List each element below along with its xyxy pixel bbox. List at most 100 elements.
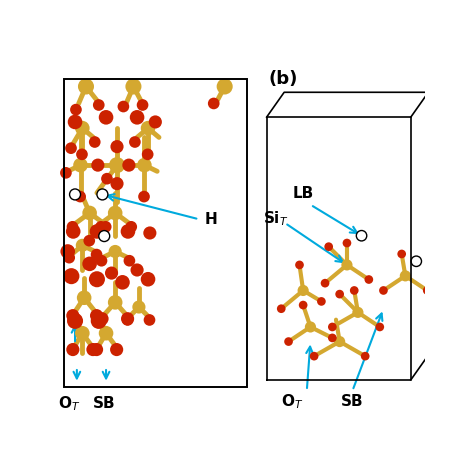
Circle shape [341,259,353,271]
Circle shape [74,191,86,202]
Bar [64,79,246,387]
Text: Si$_T$: Si$_T$ [263,209,289,228]
Circle shape [365,275,373,284]
Circle shape [334,336,345,347]
Circle shape [298,285,309,296]
Text: (b): (b) [268,70,298,88]
Circle shape [70,189,81,200]
Circle shape [101,173,113,184]
Circle shape [66,224,81,239]
Circle shape [328,323,337,331]
Circle shape [121,224,135,239]
Circle shape [126,79,141,94]
Circle shape [328,334,337,342]
Circle shape [67,313,83,329]
Circle shape [379,286,388,295]
Circle shape [305,321,316,333]
Circle shape [96,255,107,266]
Circle shape [89,271,105,287]
Circle shape [61,244,75,259]
Circle shape [90,343,103,356]
Circle shape [68,115,82,129]
Circle shape [138,191,150,202]
Circle shape [124,255,135,266]
Circle shape [122,159,136,172]
Circle shape [95,221,107,233]
Circle shape [142,148,154,160]
Circle shape [109,245,122,258]
Circle shape [295,261,304,269]
Circle shape [78,79,94,94]
Text: LB: LB [292,186,313,201]
Circle shape [141,272,155,287]
Circle shape [110,140,124,153]
Circle shape [66,309,80,322]
Circle shape [64,252,75,264]
Circle shape [91,249,102,260]
Circle shape [108,295,122,310]
Circle shape [137,99,148,111]
Circle shape [141,121,155,136]
Circle shape [90,224,104,239]
Circle shape [356,230,367,241]
Circle shape [99,230,109,242]
Circle shape [115,275,130,290]
Circle shape [75,326,90,340]
Circle shape [76,148,88,160]
Circle shape [83,235,95,246]
Circle shape [118,100,129,112]
Circle shape [77,291,91,305]
Circle shape [109,157,125,173]
Circle shape [423,286,432,295]
Circle shape [299,301,308,310]
Text: SB: SB [93,396,116,411]
Circle shape [70,104,82,116]
Circle shape [65,142,77,154]
Circle shape [130,110,145,125]
Circle shape [397,250,406,258]
Circle shape [321,279,329,288]
Circle shape [350,286,359,295]
Circle shape [99,110,113,125]
Circle shape [97,189,108,200]
Circle shape [100,221,111,233]
Circle shape [130,264,144,276]
Circle shape [400,270,411,282]
Circle shape [89,136,100,148]
Circle shape [91,159,104,172]
Circle shape [93,99,105,111]
Circle shape [67,221,78,233]
Circle shape [75,121,90,136]
Circle shape [110,177,124,190]
Circle shape [149,115,162,128]
Circle shape [126,221,137,233]
Text: SB: SB [341,394,364,409]
Circle shape [277,304,286,313]
Circle shape [105,266,118,280]
Circle shape [217,79,233,94]
Circle shape [64,268,80,284]
Circle shape [86,343,100,356]
Circle shape [335,290,344,299]
Circle shape [90,309,103,322]
Circle shape [108,206,122,220]
Text: O$_T$: O$_T$ [281,392,303,411]
Circle shape [361,352,370,361]
Circle shape [343,239,351,247]
Circle shape [82,256,97,271]
Circle shape [317,297,326,306]
Circle shape [208,98,219,109]
Circle shape [411,256,421,266]
Circle shape [99,326,113,340]
Circle shape [132,301,146,314]
Circle shape [324,242,333,251]
Circle shape [60,167,72,179]
Circle shape [310,352,319,361]
Circle shape [91,313,107,329]
Circle shape [129,136,141,148]
Circle shape [95,312,109,325]
Circle shape [66,343,80,356]
Circle shape [137,158,152,173]
Circle shape [375,323,384,331]
Circle shape [73,158,88,173]
